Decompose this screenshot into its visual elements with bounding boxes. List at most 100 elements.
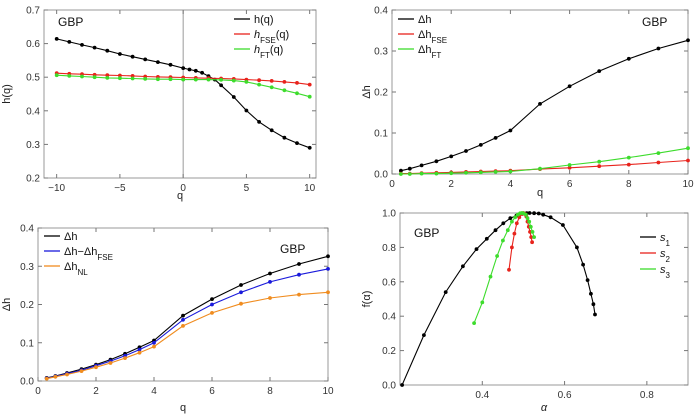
data-point	[92, 45, 97, 50]
data-point	[130, 74, 135, 78]
legend-label: Δh	[64, 231, 77, 243]
x-tick-label: 8	[267, 386, 273, 397]
data-point	[449, 171, 454, 176]
data-point	[567, 84, 572, 89]
data-point	[156, 60, 160, 64]
data-point	[399, 172, 403, 176]
data-point	[508, 216, 513, 221]
data-point	[478, 170, 483, 175]
y-tick-label: 0.8	[382, 243, 396, 254]
data-point	[419, 171, 424, 176]
series-3	[54, 73, 312, 99]
data-point	[528, 224, 533, 229]
legend-label: Δh−ΔhFSE	[64, 246, 113, 262]
data-point	[193, 68, 198, 73]
y-tick-label: 0.3	[374, 47, 388, 58]
data-point	[597, 164, 602, 169]
data-point	[244, 108, 249, 113]
data-point	[231, 95, 236, 99]
data-point	[210, 297, 214, 301]
data-point	[567, 163, 572, 167]
data-point	[239, 283, 243, 287]
data-point	[54, 73, 59, 78]
series-line	[400, 39, 689, 172]
data-point	[257, 78, 261, 83]
chart-panel-1: −10 −5 0 5 10 0.2 0.3 0.4 0.5 0.6 0.7 q h(q) GBP h(q) h…	[1, 6, 317, 202]
data-point	[527, 211, 532, 215]
x-tick-label: 0.4	[475, 390, 489, 401]
data-point	[168, 77, 173, 82]
data-point	[257, 120, 261, 124]
y-tick-label: 0.1	[20, 338, 34, 349]
data-point	[495, 254, 499, 258]
y-tick-label: 0.4	[26, 106, 40, 117]
y-tick-label: 0.1	[374, 129, 388, 140]
data-point	[510, 245, 514, 250]
series-1	[399, 38, 690, 173]
series-3	[44, 290, 330, 381]
data-point	[53, 374, 58, 379]
legend-label: s2	[660, 248, 671, 264]
data-point	[400, 383, 404, 387]
data-point	[297, 262, 301, 266]
x-tick-label: 0	[180, 183, 186, 194]
data-point	[282, 135, 287, 140]
data-point	[67, 40, 72, 44]
plot-frame	[43, 9, 317, 179]
data-point	[656, 46, 661, 51]
x-tick-label: −10	[48, 183, 65, 194]
legend-label: ΔhNL	[64, 261, 88, 277]
data-point	[484, 236, 489, 241]
data-point	[181, 313, 185, 318]
data-point	[326, 267, 330, 271]
legend-label: h(q)	[254, 14, 274, 26]
y-tick-label: 0.4	[374, 6, 388, 17]
data-point	[210, 311, 214, 315]
y-tick-label: 0.4	[20, 224, 34, 235]
data-point	[493, 228, 498, 233]
data-point	[152, 344, 156, 349]
data-point	[530, 240, 534, 245]
data-point	[589, 291, 593, 296]
x-tick-label: 0.8	[640, 390, 654, 401]
data-point	[219, 83, 224, 88]
data-point	[422, 333, 426, 337]
data-point	[524, 212, 528, 217]
data-point	[297, 292, 301, 297]
data-point	[118, 52, 122, 56]
data-point	[464, 170, 468, 175]
legend-label: s1	[660, 232, 671, 248]
y-tick-label: 0.3	[20, 262, 34, 273]
data-point	[512, 231, 517, 236]
y-axis-label: h(q)	[1, 84, 13, 104]
data-point	[130, 54, 135, 59]
data-point	[156, 77, 160, 82]
y-tick-label: 0.2	[382, 346, 396, 357]
x-tick-label: 5	[244, 183, 250, 194]
data-point	[407, 172, 412, 176]
plot-frame	[399, 212, 689, 386]
data-point	[181, 77, 186, 82]
data-point	[65, 372, 69, 377]
data-point	[239, 301, 243, 306]
data-point	[527, 219, 532, 224]
y-tick-label: 0.2	[20, 300, 34, 311]
data-point	[326, 290, 330, 295]
data-point	[532, 235, 536, 240]
data-point	[269, 85, 274, 90]
data-point	[105, 76, 110, 80]
data-point	[501, 238, 505, 243]
data-point	[626, 155, 631, 160]
legend-label: ΔhFSE	[418, 29, 447, 45]
legend-label: Δh	[418, 14, 431, 26]
data-point	[548, 215, 553, 220]
data-point	[187, 67, 192, 72]
x-tick-label: 6	[567, 179, 573, 190]
y-axis-label: f(α)	[361, 291, 373, 308]
data-point	[581, 262, 585, 267]
data-point	[538, 166, 542, 171]
data-point	[108, 361, 113, 365]
data-point	[538, 102, 542, 106]
data-point	[525, 216, 530, 221]
panel-label: GBP	[414, 226, 439, 240]
